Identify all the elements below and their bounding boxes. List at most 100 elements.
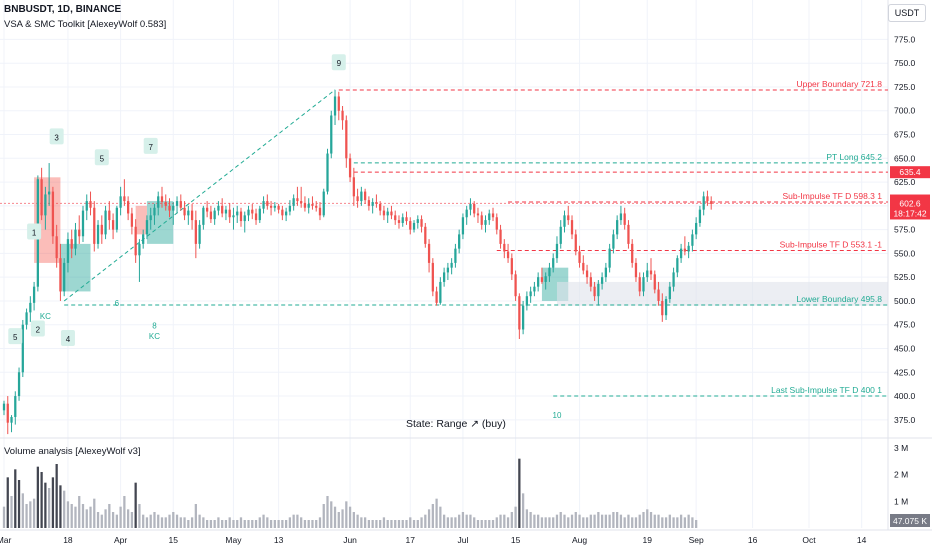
wave-label: 3 [54, 133, 59, 142]
candle-body [634, 262, 638, 278]
candle-body [593, 286, 596, 297]
price-badge-text: 602.6 [899, 198, 921, 208]
volume-bar [157, 514, 160, 528]
volume-bar [458, 514, 461, 528]
volume-bar [409, 517, 412, 528]
candle-body [585, 270, 589, 278]
volume-bar [32, 498, 36, 528]
volume-bar [646, 509, 649, 528]
volume-pane-title[interactable]: Volume analysis [AlexeyWolf v3] [4, 446, 141, 457]
volume-bar [127, 509, 130, 528]
time-axis[interactable]: Mar 18 Apr 15 May 13 Jun 17 Jul 15 Aug 19 Sep 16 Oct 14 [0, 535, 867, 545]
volume-bar [55, 464, 58, 528]
wave-label: 1 [32, 228, 37, 237]
candle-body [495, 217, 498, 230]
volume-bar [510, 512, 513, 528]
price-tick-label: 575.0 [894, 225, 916, 235]
price-axis[interactable]: 375.0 400.0 425.0 450.0 475.0 500.0 525.0 550.0… [890, 34, 930, 527]
candle-body [706, 196, 709, 202]
volume-bar [691, 517, 694, 528]
candle-body [333, 96, 337, 116]
volume-bar [288, 517, 292, 528]
volume-bar [81, 504, 85, 528]
volume-bar [559, 512, 562, 528]
volume-bar [382, 517, 386, 528]
volume-bar [228, 517, 231, 528]
volume-bar [495, 517, 498, 528]
price-tick-label: 775.0 [894, 34, 916, 44]
volume-bar [21, 493, 24, 528]
volume-bar [172, 512, 175, 528]
price-badge [890, 207, 930, 220]
candle-body [619, 213, 623, 221]
volume-bar [597, 512, 600, 528]
candle-body [209, 211, 213, 220]
candle-body [503, 243, 506, 252]
candle-body [213, 210, 216, 220]
volume-bar [529, 512, 532, 528]
volume-bar [401, 520, 404, 528]
volume-bar [567, 517, 570, 528]
candle-body [296, 198, 299, 202]
volume-bar [300, 517, 303, 528]
wave-label: 8 [152, 322, 157, 331]
volume-bar [514, 506, 517, 528]
volume-bar [213, 520, 216, 528]
candle-body [228, 209, 231, 218]
time-tick-label: 17 [406, 535, 416, 545]
candle-body [454, 248, 457, 263]
candle-body [578, 251, 581, 263]
candle-body [239, 211, 243, 222]
volume-bar [555, 514, 559, 528]
volume-bar [232, 520, 235, 528]
candle-body [424, 226, 427, 244]
volume-bar [405, 520, 408, 528]
candle-body [281, 209, 284, 216]
volume-bar [179, 517, 182, 528]
volume-bar [375, 520, 378, 528]
time-tick-label: 16 [748, 535, 758, 545]
volume-bar [604, 514, 608, 528]
volume-bar [638, 514, 641, 528]
volume-bar [563, 514, 566, 528]
volume-bar [416, 520, 419, 528]
price-tick-label: 700.0 [894, 106, 916, 116]
indicator-legend[interactable]: VSA & SMC Toolkit [AlexeyWolf 0.583] [4, 19, 167, 30]
candle-body [431, 262, 434, 292]
candle-body [360, 191, 363, 202]
volume-bar [465, 514, 468, 528]
volume-bar [552, 517, 555, 528]
volume-bar [589, 514, 592, 528]
volume-bar [111, 512, 115, 528]
volume-bar [153, 512, 156, 528]
candle-body [394, 215, 397, 221]
candle-body [638, 277, 641, 292]
volume-bar [269, 520, 273, 528]
candle-body [14, 396, 17, 417]
currency-button[interactable]: USDT [888, 4, 926, 22]
volume-bar [277, 520, 280, 528]
volume-bar [676, 517, 679, 528]
candle-body [537, 277, 540, 287]
wave-label: 4 [66, 335, 71, 344]
candle-body [649, 270, 653, 275]
level-label: Sub-Impulse TF D 553.1 -1 [780, 239, 883, 249]
symbol-title[interactable]: BNBUSDT, 1D, BINANCE [4, 4, 122, 15]
candle-body [115, 207, 118, 230]
candle-body [40, 179, 43, 216]
volume-bar [664, 517, 668, 528]
volume-bar [168, 514, 171, 528]
time-tick-label: 15 [169, 535, 179, 545]
candle-body [164, 202, 167, 206]
candle-body [266, 201, 269, 206]
volume-bar [687, 514, 690, 528]
time-tick-label: May [225, 535, 242, 545]
volume-bar [503, 514, 506, 528]
volume-bar [322, 504, 325, 528]
candle-body [66, 239, 70, 263]
candle-body [379, 203, 382, 211]
candle-body [284, 211, 288, 216]
volume-bar [439, 506, 442, 528]
volume-bar [446, 517, 450, 528]
